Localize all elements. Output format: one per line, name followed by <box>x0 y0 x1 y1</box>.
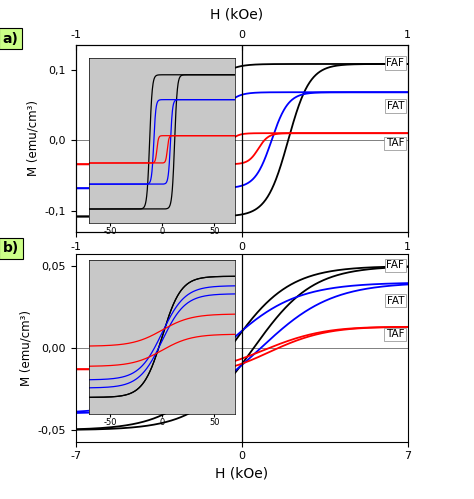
Text: TAF: TAF <box>386 329 404 339</box>
Text: b): b) <box>3 242 19 255</box>
Text: a): a) <box>3 32 18 46</box>
Text: FAT: FAT <box>387 295 404 306</box>
Text: H (kOe): H (kOe) <box>210 7 264 21</box>
Y-axis label: M (emu/cm³): M (emu/cm³) <box>19 310 32 386</box>
Text: FAF: FAF <box>386 260 404 270</box>
Text: FAF: FAF <box>386 58 404 68</box>
Text: FAT: FAT <box>387 101 404 111</box>
Text: TAF: TAF <box>386 138 404 149</box>
Y-axis label: M (emu/cm³): M (emu/cm³) <box>26 100 39 177</box>
X-axis label: H (kOe): H (kOe) <box>215 467 268 481</box>
